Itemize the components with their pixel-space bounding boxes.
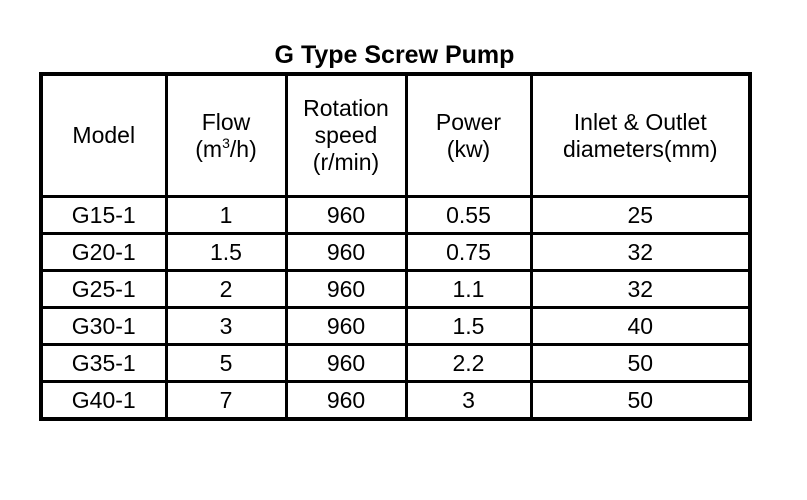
table-title: G Type Screw Pump: [274, 41, 515, 69]
header-flow-unit-pre: (m: [195, 135, 223, 162]
cell-flow: 1.5: [164, 232, 288, 272]
header-flow-unit-sup: 3: [222, 134, 230, 151]
cell-model: G40-1: [39, 380, 168, 421]
header-inlet-line1: Inlet & Outlet: [573, 108, 707, 135]
header-flow-line1: Flow: [201, 108, 251, 135]
cell-model: G15-1: [39, 195, 168, 235]
cell-speed: 960: [284, 269, 408, 309]
table-row: G20-1 1.5 960 0.75 32: [39, 232, 752, 272]
cell-diameter: 50: [529, 380, 752, 421]
header-row: Model Flow (m3/h) Rotation speed (r/min) Po…: [39, 72, 752, 198]
table-row: G25-1 2 960 1.1 32: [39, 269, 752, 309]
pump-spec-table: Model Flow (m3/h) Rotation speed (r/min) Po…: [39, 72, 752, 421]
header-flow-unit-post: /h): [229, 135, 257, 162]
header-power-line1: Power: [435, 108, 502, 135]
cell-speed: 960: [284, 306, 408, 346]
cell-model: G20-1: [39, 232, 168, 272]
header-inlet-line2: diameters(mm): [562, 135, 718, 162]
cell-diameter: 32: [529, 232, 752, 272]
cell-flow: 1: [164, 195, 288, 235]
header-flow: Flow (m3/h): [164, 72, 288, 198]
table-row: G15-1 1 960 0.55 25: [39, 195, 752, 235]
table-row: G30-1 3 960 1.5 40: [39, 306, 752, 346]
cell-flow: 2: [164, 269, 288, 309]
cell-power: 1.5: [404, 306, 533, 346]
cell-diameter: 32: [529, 269, 752, 309]
header-diameters: Inlet & Outlet diameters(mm): [529, 72, 752, 198]
cell-diameter: 40: [529, 306, 752, 346]
header-model-label: Model: [72, 122, 136, 148]
table-row: G40-1 7 960 3 50: [39, 380, 752, 421]
cell-speed: 960: [284, 232, 408, 272]
cell-power: 0.75: [404, 232, 533, 272]
header-rotation-line3: (r/min): [312, 149, 380, 175]
header-power: Power (kw): [404, 72, 533, 198]
cell-speed: 960: [284, 380, 408, 421]
cell-power: 2.2: [404, 343, 533, 383]
cell-model: G35-1: [39, 343, 168, 383]
header-power-line2: (kw): [446, 135, 491, 162]
cell-power: 1.1: [404, 269, 533, 309]
cell-model: G25-1: [39, 269, 168, 309]
table-row: G35-1 5 960 2.2 50: [39, 343, 752, 383]
cell-model: G30-1: [39, 306, 168, 346]
cell-speed: 960: [284, 343, 408, 383]
header-rotation-line1: Rotation: [303, 95, 389, 121]
cell-power: 0.55: [404, 195, 533, 235]
cell-speed: 960: [284, 195, 408, 235]
cell-flow: 7: [164, 380, 288, 421]
cell-diameter: 25: [529, 195, 752, 235]
header-model: Model: [39, 72, 168, 198]
cell-diameter: 50: [529, 343, 752, 383]
cell-flow: 5: [164, 343, 288, 383]
cell-flow: 3: [164, 306, 288, 346]
cell-power: 3: [404, 380, 533, 421]
header-rotation-line2: speed: [314, 122, 378, 148]
header-rotation-speed: Rotation speed (r/min): [284, 72, 408, 198]
